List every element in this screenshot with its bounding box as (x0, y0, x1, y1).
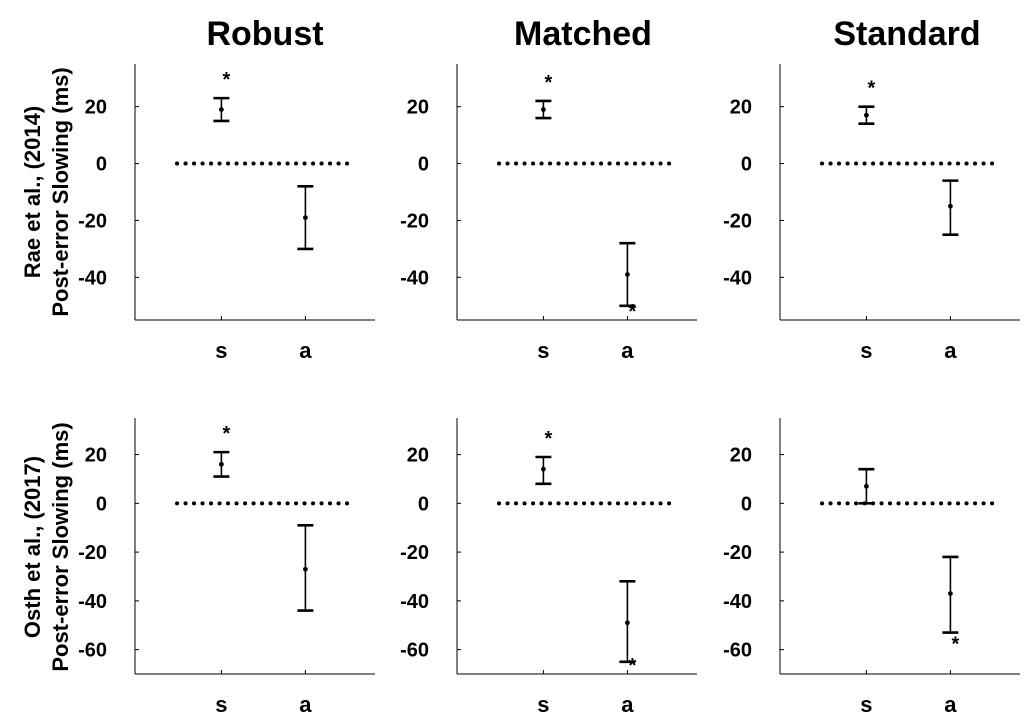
x-category-label: s (537, 692, 549, 713)
y-tick-label: 20 (85, 97, 107, 119)
y-tick-label: -20 (400, 210, 429, 232)
mean-point (541, 466, 546, 472)
panel-rae-robust: 20 0 -20 -40 s a * (78, 64, 375, 363)
row-label-ylabel-rae: Post-error Slowing (ms) (48, 67, 73, 316)
mean-point (541, 107, 546, 112)
mean-point (219, 461, 224, 467)
panel-osth-robust: 20 0 -20 -40 -60 s a * (78, 418, 375, 713)
y-tick-label: -60 (78, 640, 107, 662)
y-tick-label: -40 (78, 267, 107, 289)
column-title-matched: Matched (514, 15, 652, 53)
x-category-label: a (299, 338, 312, 363)
significance-star: * (223, 423, 231, 445)
x-category-label: s (860, 692, 872, 713)
y-tick-label: 20 (730, 97, 752, 119)
y-tick-label: -20 (400, 542, 429, 564)
significance-star: * (545, 72, 553, 94)
significance-star: * (868, 78, 876, 100)
y-tick-label: 20 (407, 445, 429, 467)
y-tick-label: -20 (78, 542, 107, 564)
y-tick-label: 0 (741, 154, 752, 176)
y-tick-label: -40 (723, 591, 752, 613)
x-category-label: a (299, 692, 312, 713)
significance-star: * (223, 69, 231, 91)
mean-point (625, 620, 630, 626)
column-titles: Robust Matched Standard (206, 15, 980, 53)
y-tick-label: -40 (400, 267, 429, 289)
significance-star: * (629, 301, 637, 323)
panel-rae-matched: 20 0 -20 -40 s a * * (400, 64, 697, 363)
panel-osth-standard: 20 0 -20 -40 -60 s a * (723, 418, 1020, 713)
y-tick-label: -20 (723, 210, 752, 232)
y-tick-label: 0 (741, 493, 752, 515)
y-tick-label: -40 (400, 591, 429, 613)
mean-point (948, 591, 953, 596)
y-tick-label: 20 (85, 445, 107, 467)
row-label-dataset-rae: Rae et al., (2014) (20, 106, 45, 278)
mean-point (864, 112, 869, 118)
y-tick-label: -60 (400, 640, 429, 662)
column-title-standard: Standard (833, 15, 980, 53)
panel-rae-standard: 20 0 -20 -40 s a * (723, 64, 1020, 363)
mean-point (625, 272, 630, 277)
column-title-robust: Robust (206, 15, 323, 53)
y-tick-label: 20 (730, 445, 752, 467)
y-tick-label: 20 (407, 97, 429, 119)
panels: 20 0 -20 -40 s a * 20 0 -20 -40 s a * * 20 0 -20 -40 s a * 20 0… (78, 64, 1020, 713)
panel-osth-matched: 20 0 -20 -40 -60 s a * * (400, 418, 697, 713)
y-tick-label: 0 (96, 493, 107, 515)
x-category-label: s (537, 338, 549, 363)
x-category-label: a (621, 338, 634, 363)
y-tick-label: -40 (723, 267, 752, 289)
row-label-dataset-osth: Osth et al., (2017) (20, 456, 45, 638)
x-category-label: a (944, 692, 957, 713)
mean-point (303, 566, 308, 572)
mean-point (864, 483, 869, 489)
y-tick-label: -60 (723, 640, 752, 662)
y-tick-label: 0 (418, 493, 429, 515)
row-label-ylabel-osth: Post-error Slowing (ms) (48, 422, 73, 671)
x-category-label: a (944, 338, 957, 363)
mean-point (219, 107, 224, 112)
y-tick-label: -40 (78, 591, 107, 613)
y-tick-label: -20 (723, 542, 752, 564)
y-tick-label: -20 (78, 210, 107, 232)
x-category-label: s (215, 692, 227, 713)
significance-star: * (629, 655, 637, 677)
row-labels: Rae et al., (2014) Post-error Slowing (m… (20, 67, 73, 671)
y-tick-label: 0 (96, 154, 107, 176)
significance-star: * (545, 428, 553, 450)
x-category-label: s (860, 338, 872, 363)
x-category-label: s (215, 338, 227, 363)
mean-point (303, 215, 308, 221)
y-tick-label: 0 (418, 154, 429, 176)
x-category-label: a (621, 692, 634, 713)
significance-star: * (952, 634, 960, 656)
mean-point (948, 203, 953, 209)
